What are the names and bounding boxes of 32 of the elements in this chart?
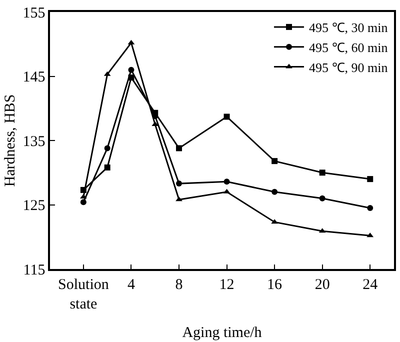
- point: [128, 66, 134, 73]
- legend-label: 495 ℃, 90 min: [309, 60, 388, 75]
- point: [104, 145, 110, 152]
- x-tick-label: Solution state: [58, 276, 110, 312]
- point: [80, 199, 86, 206]
- point: [319, 195, 326, 202]
- point: [224, 178, 230, 185]
- point: [224, 114, 230, 120]
- y-tick-label: 125: [22, 198, 46, 214]
- y-axis-title: Hardness, HBS: [2, 94, 18, 187]
- point: [367, 204, 374, 211]
- x-tick-label: 20: [314, 276, 330, 293]
- x-tick-label: 16: [267, 276, 283, 293]
- x-tick-label: 4: [127, 276, 136, 293]
- y-tick-label: 145: [22, 70, 46, 86]
- y-tick-label: 155: [22, 5, 46, 22]
- point: [104, 164, 110, 170]
- x-tick-label: 8: [175, 276, 183, 293]
- y-tick-label: 115: [23, 262, 46, 278]
- legend-label: 495 ℃, 30 min: [309, 20, 388, 36]
- x-tick-label: 12: [219, 276, 234, 293]
- point: [176, 145, 182, 152]
- point: [272, 188, 278, 195]
- y-tick-label: 135: [22, 134, 46, 150]
- point: [319, 170, 326, 176]
- x-axis-title: Aging time/h: [182, 324, 262, 341]
- legend-label: 495 ℃, 60 min: [309, 40, 388, 55]
- point: [272, 158, 278, 164]
- point: [367, 176, 374, 182]
- x-tick-label: 24: [362, 276, 378, 293]
- point: [176, 180, 182, 187]
- point: [176, 196, 182, 202]
